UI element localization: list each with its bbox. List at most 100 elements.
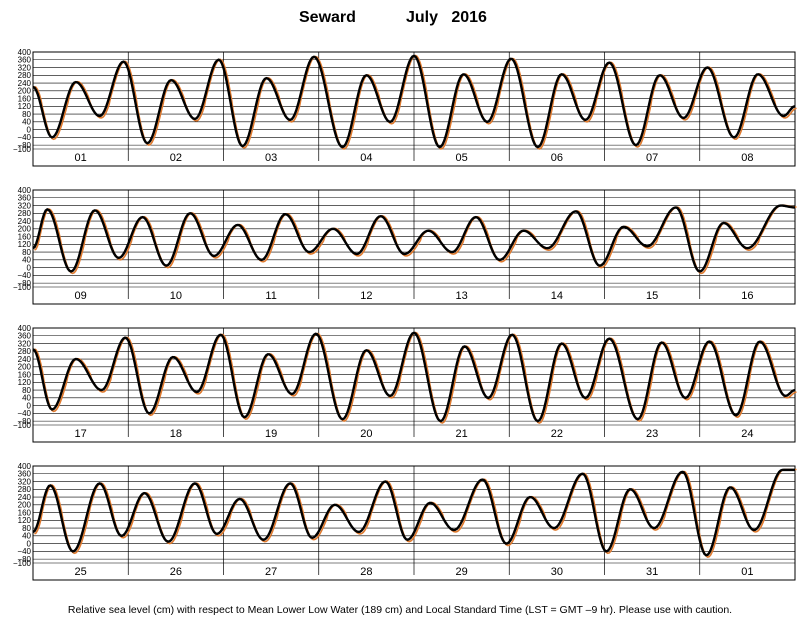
- day-label: 09: [75, 290, 87, 302]
- predicted-tide-line: [34, 468, 797, 559]
- day-label: 31: [646, 566, 658, 578]
- day-label: 20: [360, 428, 372, 440]
- y-tick-label: 360: [18, 332, 32, 341]
- y-tick-label: 280: [18, 209, 32, 218]
- y-tick-label: −100: [13, 283, 32, 292]
- day-label: 22: [551, 428, 563, 440]
- y-tick-label: 160: [18, 508, 32, 517]
- day-label: 17: [75, 428, 87, 440]
- y-tick-label: 40: [22, 532, 31, 541]
- panel-2: 40036032028024020016012080400−40−80−1000…: [13, 186, 797, 305]
- day-label: 10: [170, 290, 182, 302]
- y-tick-label: 80: [22, 386, 31, 395]
- panel-3: 40036032028024020016012080400−40−80−1001…: [13, 324, 797, 443]
- y-tick-label: −100: [13, 145, 32, 154]
- y-tick-label: 400: [18, 324, 32, 333]
- observed-tide-line: [32, 54, 796, 149]
- y-tick-label: 360: [18, 194, 32, 203]
- y-tick-label: −100: [13, 421, 32, 430]
- day-label: 03: [265, 152, 277, 164]
- y-tick-label: 240: [18, 355, 32, 364]
- predicted-tide-line: [34, 331, 797, 424]
- y-tick-label: 40: [22, 394, 31, 403]
- day-label: 07: [646, 152, 658, 164]
- y-tick-label: 280: [18, 347, 32, 356]
- y-tick-label: 320: [18, 63, 32, 72]
- day-label: 05: [456, 152, 468, 164]
- y-tick-label: 0: [27, 539, 32, 548]
- y-tick-label: 240: [18, 493, 32, 502]
- y-tick-label: −100: [13, 559, 32, 568]
- day-label: 30: [551, 566, 563, 578]
- day-label: 26: [170, 566, 182, 578]
- y-tick-label: 80: [22, 524, 31, 533]
- y-tick-label: 120: [18, 378, 32, 387]
- y-tick-label: 160: [18, 232, 32, 241]
- day-label: 25: [75, 566, 87, 578]
- y-tick-label: 320: [18, 339, 32, 348]
- panel-1: 40036032028024020016012080400−40−80−1000…: [13, 48, 797, 167]
- y-tick-label: −80: [17, 555, 31, 564]
- y-tick-label: 160: [18, 370, 32, 379]
- panel-4: 40036032028024020016012080400−40−80−1002…: [13, 462, 797, 581]
- y-tick-label: 400: [18, 462, 32, 471]
- day-label: 15: [646, 290, 658, 302]
- observed-tide-line: [32, 331, 796, 423]
- station-title: Seward: [299, 9, 356, 26]
- day-label: 11: [265, 290, 276, 302]
- day-label: 24: [741, 428, 753, 440]
- day-label: 19: [265, 428, 277, 440]
- day-label: 04: [360, 152, 372, 164]
- day-label: 08: [741, 152, 753, 164]
- y-tick-label: 280: [18, 485, 32, 494]
- y-tick-label: −80: [17, 417, 31, 426]
- day-label: 23: [646, 428, 658, 440]
- month-year-title: July 2016: [406, 9, 487, 26]
- y-tick-label: 120: [18, 240, 32, 249]
- predicted-tide-line: [34, 54, 797, 150]
- day-label: 02: [170, 152, 182, 164]
- day-label: 29: [456, 566, 468, 578]
- y-tick-label: −40: [17, 409, 31, 418]
- day-label: 12: [360, 290, 372, 302]
- y-tick-label: −80: [17, 279, 31, 288]
- y-tick-label: 280: [18, 71, 32, 80]
- day-label: 21: [456, 428, 468, 440]
- y-tick-label: 40: [22, 118, 31, 127]
- day-label: 18: [170, 428, 182, 440]
- y-tick-label: 240: [18, 217, 32, 226]
- y-tick-label: 360: [18, 56, 32, 65]
- day-label: 28: [360, 566, 372, 578]
- y-tick-label: 360: [18, 470, 32, 479]
- day-label: 13: [456, 290, 468, 302]
- y-tick-label: 0: [27, 125, 32, 134]
- y-tick-label: 200: [18, 225, 32, 234]
- y-tick-label: −80: [17, 141, 31, 150]
- day-label: 14: [551, 290, 563, 302]
- y-tick-label: 120: [18, 102, 32, 111]
- y-tick-label: 0: [27, 401, 32, 410]
- y-tick-label: 200: [18, 363, 32, 372]
- observed-tide-line: [32, 468, 795, 557]
- day-label: 16: [741, 290, 753, 302]
- day-label: 01: [741, 566, 753, 578]
- y-tick-label: 120: [18, 516, 32, 525]
- day-label: 01: [75, 152, 87, 164]
- y-tick-label: 320: [18, 477, 32, 486]
- y-tick-label: −40: [17, 133, 31, 142]
- y-tick-label: 200: [18, 501, 32, 510]
- y-tick-label: 200: [18, 87, 32, 96]
- day-label: 27: [265, 566, 277, 578]
- day-label: 06: [551, 152, 563, 164]
- observed-tide-line: [32, 204, 796, 273]
- panel-frame: [32, 327, 796, 443]
- panel-frame: [32, 465, 796, 581]
- y-tick-label: 80: [22, 110, 31, 119]
- y-tick-label: 0: [27, 263, 32, 272]
- y-tick-label: 40: [22, 256, 31, 265]
- y-tick-label: 400: [18, 186, 32, 195]
- y-tick-label: −40: [17, 547, 31, 556]
- y-tick-label: 400: [18, 48, 32, 57]
- footnote: Relative sea level (cm) with respect to …: [68, 604, 732, 616]
